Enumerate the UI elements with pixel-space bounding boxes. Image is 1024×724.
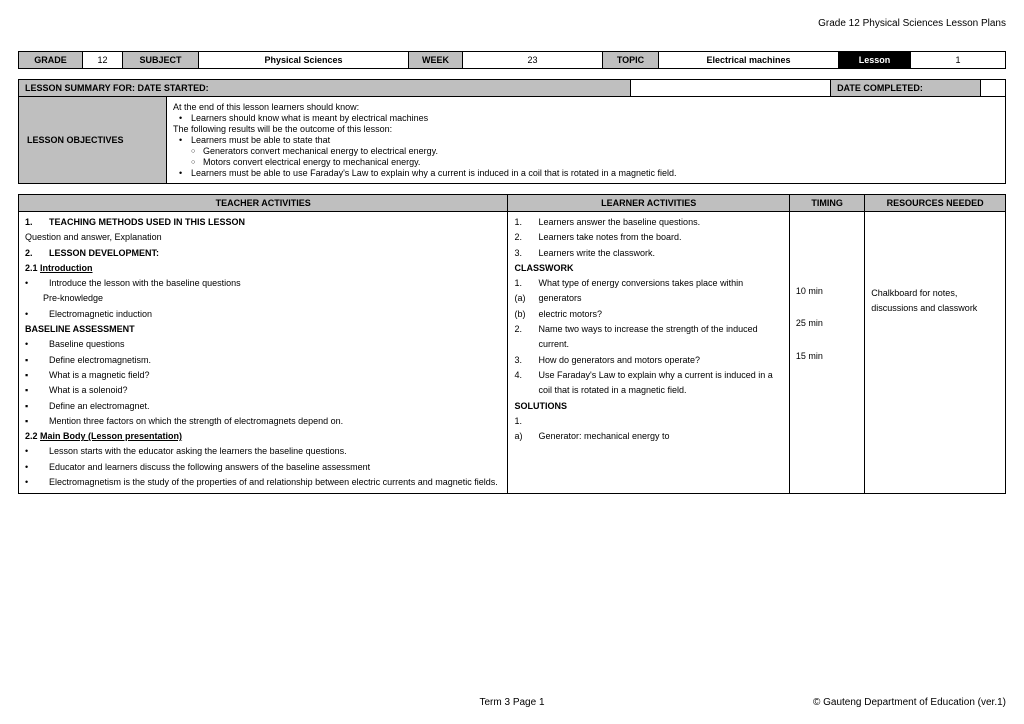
footer-page: Term 3 Page 1 — [479, 697, 544, 708]
date-started-label: LESSON SUMMARY FOR: DATE STARTED: — [19, 80, 631, 97]
info-row-table: GRADE 12 SUBJECT Physical Sciences WEEK … — [18, 51, 1006, 69]
date-started-value — [631, 80, 831, 97]
date-completed-value — [981, 80, 1006, 97]
col-learner: LEARNER ACTIVITIES — [508, 195, 789, 212]
week-value: 23 — [463, 52, 603, 69]
objectives-label: LESSON OBJECTIVES — [19, 97, 167, 184]
week-label: WEEK — [409, 52, 463, 69]
activities-table: TEACHER ACTIVITIES LEARNER ACTIVITIES TI… — [18, 194, 1006, 494]
timing-content: 10 min 25 min 15 min — [789, 212, 864, 494]
lesson-label: Lesson — [839, 52, 911, 69]
teacher-content: 1.TEACHING METHODS USED IN THIS LESSON Q… — [19, 212, 508, 494]
col-teacher: TEACHER ACTIVITIES — [19, 195, 508, 212]
footer: Term 3 Page 1 © Gauteng Department of Ed… — [0, 697, 1024, 708]
col-timing: TIMING — [789, 195, 864, 212]
date-completed-label: DATE COMPLETED: — [831, 80, 981, 97]
col-resources: RESOURCES NEEDED — [865, 195, 1006, 212]
footer-copyright: © Gauteng Department of Education (ver.1… — [813, 697, 1006, 708]
topic-value: Electrical machines — [659, 52, 839, 69]
lesson-value: 1 — [911, 52, 1006, 69]
subject-label: SUBJECT — [123, 52, 199, 69]
objectives-body: At the end of this lesson learners shoul… — [167, 97, 1006, 184]
summary-table: LESSON SUMMARY FOR: DATE STARTED: DATE C… — [18, 79, 1006, 184]
learner-content: 1.Learners answer the baseline questions… — [508, 212, 789, 494]
topic-label: TOPIC — [603, 52, 659, 69]
grade-label: GRADE — [19, 52, 83, 69]
subject-value: Physical Sciences — [199, 52, 409, 69]
resources-content: Chalkboard for notes, discussions and cl… — [865, 212, 1006, 494]
grade-value: 12 — [83, 52, 123, 69]
page-header: Grade 12 Physical Sciences Lesson Plans — [18, 18, 1006, 29]
